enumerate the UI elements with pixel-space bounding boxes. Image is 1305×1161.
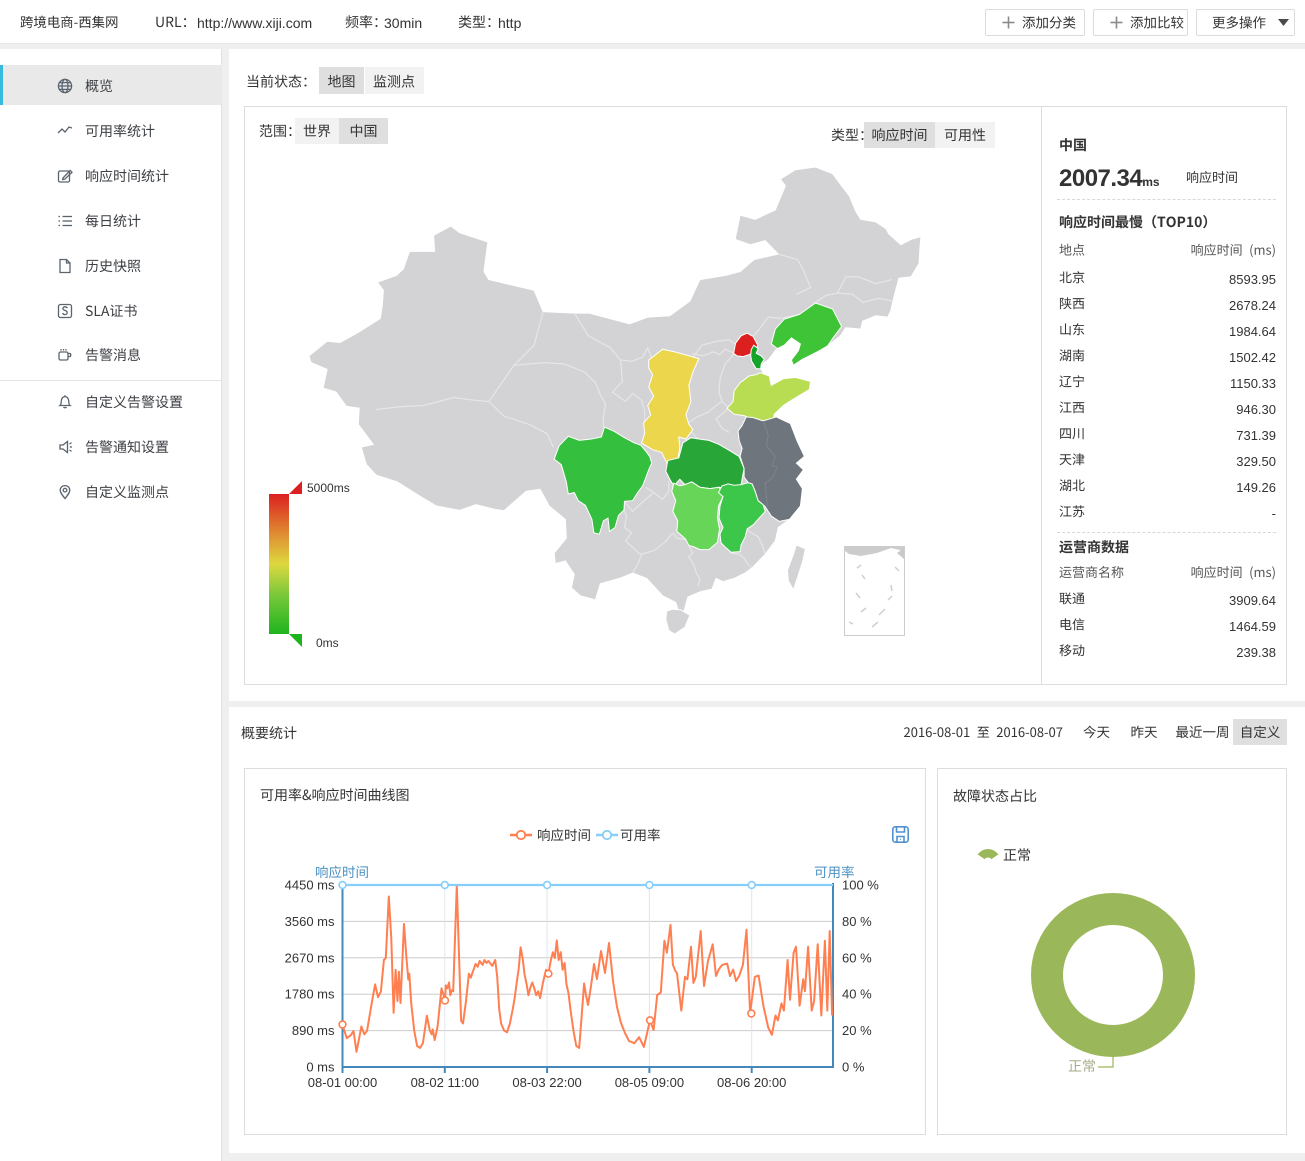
svg-text:08-03 22:00: 08-03 22:00 <box>512 1075 581 1090</box>
svg-text:2670 ms: 2670 ms <box>285 950 335 965</box>
svg-text:100 %: 100 % <box>842 878 879 893</box>
svg-text:08-02 11:00: 08-02 11:00 <box>411 1075 479 1090</box>
svg-text:890 ms: 890 ms <box>292 1023 335 1038</box>
svg-text:08-06 20:00: 08-06 20:00 <box>717 1075 786 1090</box>
svg-text:0 ms: 0 ms <box>306 1060 335 1075</box>
svg-text:0ms: 0ms <box>316 636 339 650</box>
svg-text:08-01 00:00: 08-01 00:00 <box>308 1075 377 1090</box>
svg-text:08-05 09:00: 08-05 09:00 <box>615 1075 684 1090</box>
svg-text:3560 ms: 3560 ms <box>285 914 335 929</box>
svg-text:60 %: 60 % <box>842 950 872 965</box>
svg-text:1780 ms: 1780 ms <box>285 987 335 1002</box>
svg-text:40 %: 40 % <box>842 987 872 1002</box>
svg-text:5000ms: 5000ms <box>307 481 350 495</box>
svg-text:20 %: 20 % <box>842 1023 872 1038</box>
svg-text:0 %: 0 % <box>842 1060 865 1075</box>
svg-text:4450 ms: 4450 ms <box>285 878 335 893</box>
svg-text:80 %: 80 % <box>842 914 872 929</box>
